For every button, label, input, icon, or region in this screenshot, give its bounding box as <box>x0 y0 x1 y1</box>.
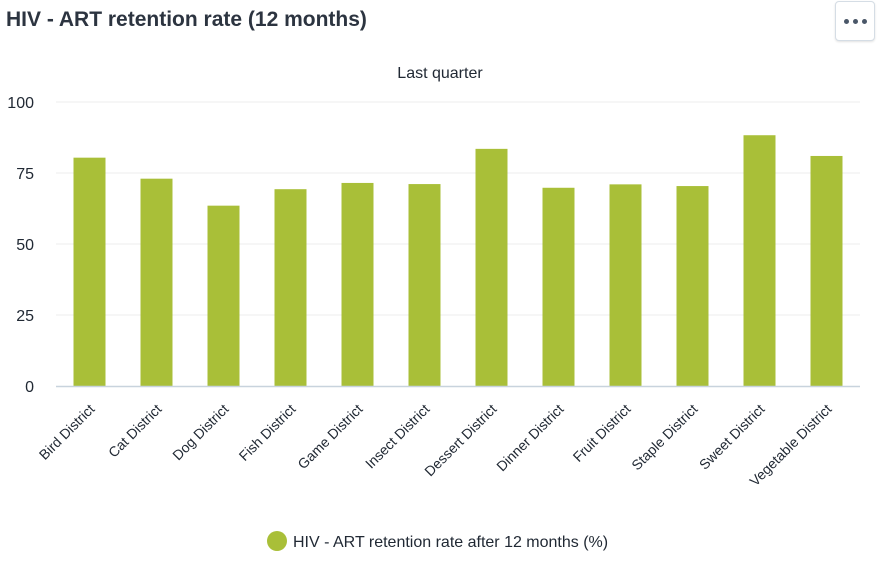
legend-label: HIV - ART retention rate after 12 months… <box>293 534 608 551</box>
bar[interactable] <box>73 157 106 386</box>
chart-subtitle: Last quarter <box>397 65 483 82</box>
x-axis-labels: Bird District Cat District Dog District Fis… <box>36 401 835 489</box>
bar[interactable] <box>475 148 508 386</box>
bar[interactable] <box>676 186 709 386</box>
widget-title: HIV - ART retention rate (12 months) <box>6 8 367 31</box>
legend-swatch <box>267 531 287 551</box>
bar[interactable] <box>207 205 240 386</box>
x-tick-label: Staple District <box>628 401 700 473</box>
bar[interactable] <box>341 182 374 386</box>
x-tick-label: Bird District <box>36 401 98 463</box>
x-tick-label: Insect District <box>362 401 433 472</box>
y-tick-label: 25 <box>16 308 34 325</box>
bar[interactable] <box>609 184 642 386</box>
y-axis-ticks: 0 25 50 75 100 <box>7 95 34 396</box>
y-tick-label: 0 <box>25 379 34 396</box>
more-dots-icon <box>843 18 867 24</box>
y-tick-label: 75 <box>16 166 34 183</box>
x-tick-label: Dog District <box>169 401 232 464</box>
bar[interactable] <box>542 187 575 386</box>
y-tick-label: 100 <box>7 95 34 112</box>
y-tick-label: 50 <box>16 237 34 254</box>
bars <box>73 135 843 386</box>
x-tick-label: Fish District <box>236 401 299 464</box>
x-tick-label: Dessert District <box>421 401 499 479</box>
bar[interactable] <box>140 178 173 386</box>
more-options-button[interactable] <box>835 1 875 41</box>
bar[interactable] <box>810 155 843 386</box>
x-tick-label: Fruit District <box>570 401 634 465</box>
x-tick-label: Dinner District <box>493 401 567 475</box>
bar[interactable] <box>408 184 441 386</box>
bar[interactable] <box>743 135 776 386</box>
bar[interactable] <box>274 189 307 386</box>
x-tick-label: Sweet District <box>696 401 768 473</box>
legend[interactable]: HIV - ART retention rate after 12 months… <box>267 531 608 551</box>
x-tick-label: Cat District <box>105 401 165 461</box>
x-tick-label: Game District <box>294 401 365 472</box>
grid-lines <box>56 101 860 316</box>
